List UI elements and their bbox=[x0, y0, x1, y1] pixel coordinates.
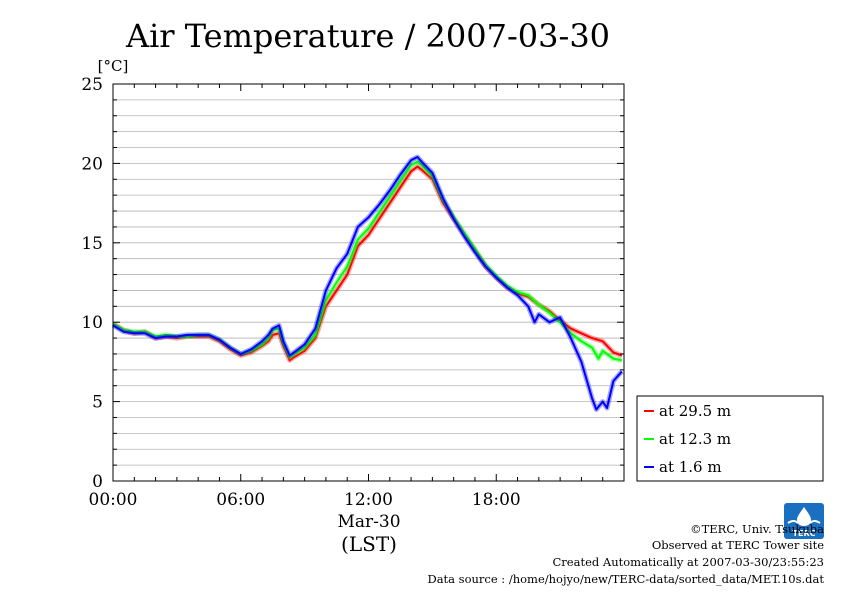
axis-ticks bbox=[112, 83, 625, 482]
source-text: Data source : /home/hojyo/new/TERC-data/… bbox=[427, 572, 824, 586]
y-tick-label: 0 bbox=[92, 472, 103, 492]
observed-text: Observed at TERC Tower site bbox=[651, 538, 824, 552]
legend-box bbox=[636, 395, 824, 482]
x-axis-label: (LST) bbox=[341, 532, 397, 556]
x-tick-labels: 00:00 06:00 12:00 18:00 bbox=[89, 490, 521, 510]
series-line-2 bbox=[112, 156, 623, 411]
x-tick-label: 00:00 bbox=[89, 490, 138, 510]
series-line-0 bbox=[112, 165, 623, 362]
legend: at 29.5 m at 12.3 m at 1.6 m bbox=[636, 395, 824, 482]
x-tick-label: 06:00 bbox=[216, 490, 265, 510]
series-line-glow-0 bbox=[111, 164, 623, 363]
terc-logo-icon: TERC bbox=[784, 503, 824, 543]
series-line-1 bbox=[112, 160, 623, 362]
x-tick-label: 12:00 bbox=[344, 490, 393, 510]
wave-icon bbox=[787, 520, 821, 524]
logo-text: TERC bbox=[793, 529, 816, 538]
legend-label: at 1.6 m bbox=[659, 458, 722, 476]
grid-lines bbox=[113, 99, 624, 466]
copyright-text: ©TERC, Univ. Tsukuba bbox=[690, 522, 824, 536]
legend-label: at 29.5 m bbox=[659, 402, 731, 420]
y-axis-unit-label: [°C] bbox=[98, 57, 129, 75]
plot-frame bbox=[112, 83, 625, 482]
chart-title: Air Temperature / 2007-03-30 bbox=[125, 17, 610, 55]
y-tick-label: 20 bbox=[81, 154, 103, 174]
created-text: Created Automatically at 2007-03-30/23:5… bbox=[552, 555, 825, 569]
y-tick-label: 15 bbox=[81, 234, 103, 254]
legend-label: at 12.3 m bbox=[659, 430, 731, 448]
y-tick-label: 5 bbox=[92, 393, 103, 413]
series-group bbox=[111, 154, 624, 412]
water-drop-icon bbox=[797, 507, 811, 526]
y-tick-labels: 0 5 10 15 20 25 bbox=[81, 75, 103, 492]
y-tick-label: 25 bbox=[81, 75, 103, 95]
x-tick-label: 18:00 bbox=[472, 490, 521, 510]
series-line-glow-1 bbox=[111, 159, 623, 363]
y-tick-label: 10 bbox=[81, 313, 103, 333]
x-axis-date-label: Mar-30 bbox=[337, 512, 400, 532]
